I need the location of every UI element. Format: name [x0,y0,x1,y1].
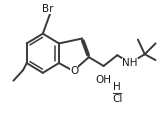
Text: OH: OH [96,75,112,85]
Text: NH: NH [122,58,138,68]
Text: Cl: Cl [112,94,123,104]
Text: Br: Br [42,4,54,14]
Text: O: O [70,66,78,76]
Text: H: H [113,82,121,92]
